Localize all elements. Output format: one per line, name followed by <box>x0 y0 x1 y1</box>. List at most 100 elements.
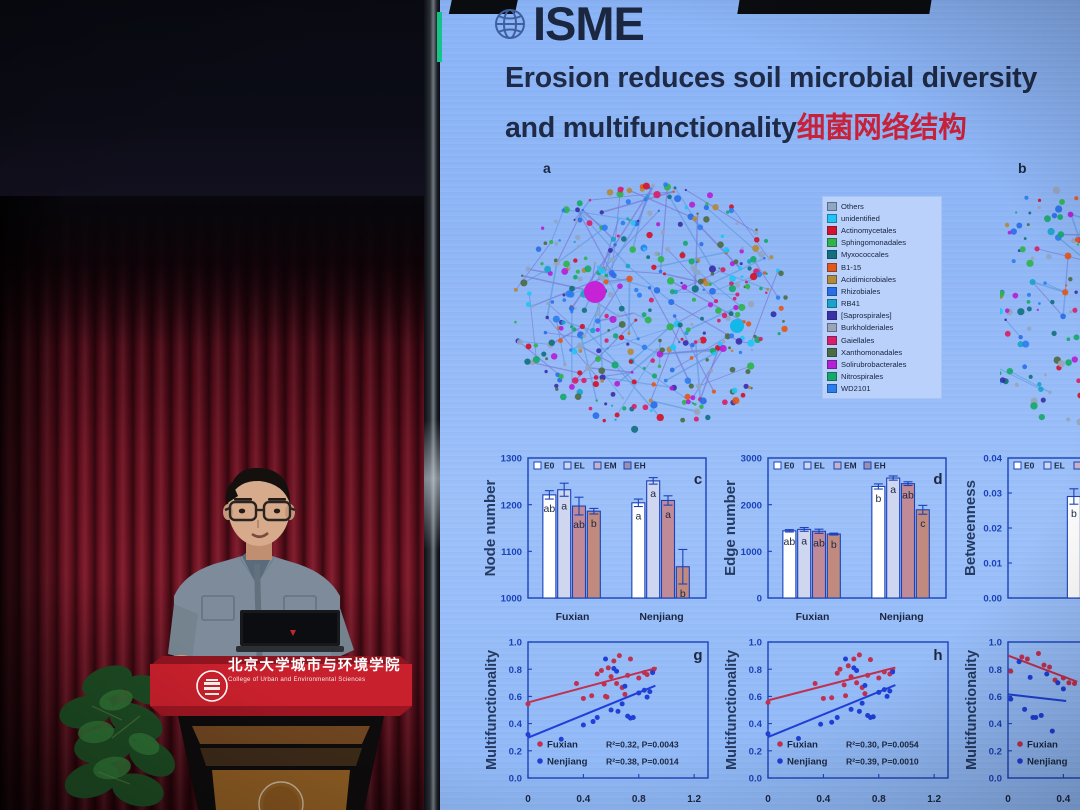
curtain-left-shadow <box>0 196 70 810</box>
svg-text:1.2: 1.2 <box>927 794 941 805</box>
legend-swatch <box>827 347 837 357</box>
svg-text:R²=0.39, P=0.0010: R²=0.39, P=0.0010 <box>846 756 919 766</box>
svg-text:EL: EL <box>574 461 585 471</box>
svg-text:Multifunctionality: Multifunctionality <box>724 650 740 770</box>
svg-text:1.2: 1.2 <box>687 794 701 805</box>
svg-text:0.8: 0.8 <box>509 665 523 676</box>
svg-text:0.4: 0.4 <box>989 719 1003 730</box>
screen-top-shade-right <box>737 0 935 14</box>
legend-label: Nitrospirales <box>841 372 884 382</box>
bar-chart-e[interactable]: 0.000.010.020.030.04BetweennessE0ELEMEHb… <box>962 448 1080 636</box>
svg-text:EM: EM <box>844 461 857 471</box>
scatter-chart-g[interactable]: 0.0 0.2 0.4 0.6 0.8 1.0 0 0.4 0.8 1.2 Multifunctio… <box>482 634 714 810</box>
legend-item: Actinomycetales <box>827 224 938 236</box>
svg-text:ab: ab <box>544 503 556 515</box>
svg-text:0.00: 0.00 <box>983 594 1002 605</box>
svg-text:Multifunctionality: Multifunctionality <box>484 650 500 770</box>
screen-scanline-overlay <box>437 0 1080 810</box>
legend-label: Burkholderiales <box>841 323 894 333</box>
legend-item: [Saprospirales] <box>827 310 938 322</box>
scatter-chart-i[interactable]: 0.00.20.40.60.81.000.40.81.2Multifunctio… <box>962 634 1080 810</box>
legend-item: WD2101 <box>827 383 938 395</box>
legend-swatch <box>827 250 837 260</box>
svg-text:0.2: 0.2 <box>749 746 762 757</box>
svg-text:0.0: 0.0 <box>749 774 762 785</box>
svg-text:E0: E0 <box>1024 461 1035 471</box>
slide-title-line2-en: and multifunctionality <box>505 112 797 144</box>
peking-university-emblem <box>196 670 228 702</box>
svg-text:Nenjiang: Nenjiang <box>879 611 923 623</box>
svg-text:Fuxian: Fuxian <box>796 611 830 623</box>
legend-label: Others <box>841 201 864 211</box>
svg-text:1200: 1200 <box>501 500 522 511</box>
screen-frame <box>424 0 440 810</box>
svg-text:0: 0 <box>1005 794 1011 805</box>
bar-chart-d[interactable]: 0 1000 2000 3000 Edge number E0 EL EM EH ab a ab b Fu… <box>722 448 954 636</box>
svg-text:0.6: 0.6 <box>509 692 522 703</box>
svg-text:0.8: 0.8 <box>632 794 646 805</box>
svg-text:0: 0 <box>757 594 762 605</box>
svg-text:b: b <box>591 518 597 530</box>
legend-item: unidentified <box>827 212 938 224</box>
legend-label: WD2101 <box>841 384 871 394</box>
svg-text:E0: E0 <box>544 461 555 471</box>
svg-text:Fuxian: Fuxian <box>787 739 818 750</box>
svg-text:Betweenness: Betweenness <box>962 480 979 576</box>
legend-label: Solirubrobacterales <box>841 360 907 370</box>
svg-text:EH: EH <box>874 461 886 471</box>
svg-text:a: a <box>635 511 641 523</box>
legend-swatch <box>827 311 837 321</box>
legend-swatch <box>827 225 837 235</box>
svg-text:ab: ab <box>784 536 796 548</box>
legend-swatch <box>827 238 837 248</box>
svg-text:h: h <box>933 647 942 664</box>
legend-item: Xanthomonadales <box>827 346 938 358</box>
podium: 北京大学城市与环境学院 College of Urban and Environ… <box>150 648 412 810</box>
svg-text:b: b <box>831 539 837 551</box>
network-a-svg <box>513 182 788 433</box>
svg-text:0.4: 0.4 <box>749 719 763 730</box>
legend-label: unidentified <box>841 213 880 223</box>
svg-text:a: a <box>890 484 896 496</box>
legend-swatch <box>827 201 837 211</box>
scatter-chart-h[interactable]: 0.0 0.2 0.4 0.6 0.8 1.0 0 0.4 0.8 1.2 Multifunctio… <box>722 634 954 810</box>
svg-text:b: b <box>680 588 686 600</box>
svg-text:1.0: 1.0 <box>989 638 1002 649</box>
svg-text:0.8: 0.8 <box>749 665 763 676</box>
legend-label: RB41 <box>841 299 860 309</box>
podium-name-plate <box>150 664 412 706</box>
svg-text:Nenjiang: Nenjiang <box>547 756 588 767</box>
legend-swatch <box>827 274 837 284</box>
svg-text:a: a <box>665 509 671 521</box>
legend-swatch <box>827 286 837 296</box>
curtain-top-shadow <box>0 196 440 346</box>
svg-text:0.6: 0.6 <box>989 692 1002 703</box>
legend-item: Gaiellales <box>827 334 938 346</box>
legend-swatch <box>827 213 837 223</box>
projection-screen <box>437 0 1080 810</box>
globe-icon <box>495 9 525 39</box>
legend-label: B1-15 <box>841 262 862 272</box>
svg-text:1300: 1300 <box>501 454 522 465</box>
legend-swatch <box>827 299 837 309</box>
svg-text:d: d <box>933 471 942 488</box>
legend-label: Rhizobiales <box>841 286 881 296</box>
svg-text:a: a <box>561 500 567 512</box>
legend-item: Nitrospirales <box>827 371 938 383</box>
legend-item: B1-15 <box>827 261 938 273</box>
svg-text:0.8: 0.8 <box>872 794 886 805</box>
slide-title-line1: Erosion reduces soil microbial diversity <box>505 62 1038 94</box>
legend-label: Gaiellales <box>841 335 875 345</box>
svg-text:Fuxian: Fuxian <box>1027 739 1058 750</box>
svg-text:b: b <box>875 493 881 505</box>
podium-org-en: College of Urban and Environmental Scien… <box>228 676 366 683</box>
panel-tag-a: a <box>543 160 551 176</box>
svg-text:0.6: 0.6 <box>749 692 762 703</box>
bar-chart-c[interactable]: 1000 1100 1200 1300 Node number E0 EL EM EH ab a ab… <box>482 448 714 636</box>
svg-text:g: g <box>693 647 702 664</box>
svg-text:0.0: 0.0 <box>509 774 522 785</box>
svg-text:Nenjiang: Nenjiang <box>639 611 683 623</box>
svg-text:2000: 2000 <box>741 500 762 511</box>
slide-title-line2-cn: 细菌网络结构 <box>796 112 967 144</box>
svg-text:0.4: 0.4 <box>1056 794 1070 805</box>
